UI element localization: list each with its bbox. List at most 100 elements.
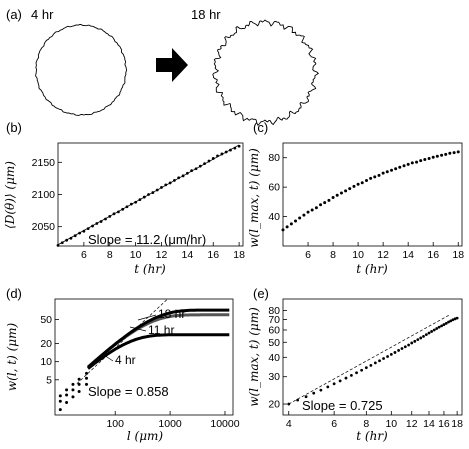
y-tick-label: 2150 [32, 157, 56, 169]
data-point [435, 154, 439, 158]
colony-contour-4hr [35, 24, 128, 116]
plot-d-frame [54, 298, 234, 416]
x-tick-label: 8 [363, 418, 369, 430]
y-tick-label: 80 [268, 152, 280, 164]
data-point [294, 219, 298, 223]
data-point [398, 165, 402, 169]
data-point [440, 153, 444, 157]
y-tick-label: 70 [268, 314, 280, 326]
data-point [449, 319, 453, 323]
y-tick-label: 20 [40, 338, 52, 350]
x-tick-label: 14 [423, 418, 435, 430]
slope-guide-line [76, 298, 168, 384]
data-point [129, 202, 133, 206]
arrow-icon [156, 48, 188, 82]
y-tick-label: 20 [268, 399, 280, 411]
x-tick-label: 12 [377, 249, 389, 261]
data-point [382, 357, 385, 360]
data-point [60, 241, 64, 245]
plot-e-slope-annotation: Slope = 0.725 [302, 398, 383, 413]
x-tick-label: 12 [156, 249, 168, 261]
data-point [117, 210, 120, 214]
data-point [177, 176, 181, 180]
data-point [381, 171, 385, 175]
plot-d-slope-annotation: Slope = 0.858 [88, 384, 169, 399]
data-point [360, 368, 364, 372]
data-point [419, 159, 423, 163]
data-point [155, 188, 159, 192]
data-point [233, 146, 237, 150]
data-point [339, 191, 343, 195]
data-point [73, 234, 77, 238]
data-point [85, 371, 89, 375]
data-point [416, 338, 420, 342]
data-point [147, 193, 150, 196]
data-point [95, 222, 99, 225]
plot-e-xlabel: t (hr) [356, 429, 388, 443]
data-point [448, 151, 452, 155]
x-tick-label: 18 [451, 418, 463, 430]
data-point [373, 175, 377, 179]
plot-c-xlabel: t (hr) [356, 262, 388, 276]
data-point [125, 205, 129, 209]
data-point [423, 157, 427, 161]
data-point [287, 402, 291, 406]
plot-e-ylabel: w(l_max, t) (μm) [247, 307, 261, 407]
x-tick-label: 12 [406, 418, 418, 430]
data-point [71, 382, 75, 386]
data-point [378, 359, 381, 363]
data-point [427, 331, 431, 335]
data-point [390, 168, 394, 172]
data-point [364, 366, 368, 370]
data-point [207, 159, 211, 163]
data-point [452, 151, 456, 155]
x-tick-label: 16 [427, 249, 439, 261]
data-point [65, 393, 69, 397]
data-point [289, 222, 293, 226]
time-label-18hr: 18 hr [191, 7, 221, 22]
data-point [194, 167, 198, 171]
x-tick-label: 18 [452, 249, 464, 261]
data-point [164, 183, 168, 187]
data-point [456, 150, 460, 154]
data-point [455, 316, 459, 320]
data-point [364, 179, 368, 183]
data-point [377, 173, 381, 177]
panel-b-label: (b) [6, 120, 22, 135]
leader-line [103, 354, 114, 362]
data-point [65, 388, 69, 392]
data-point [85, 376, 89, 380]
data-point [134, 200, 138, 204]
data-point [86, 227, 90, 231]
x-tick-label: 16 [207, 249, 219, 261]
data-point [160, 186, 163, 189]
x-tick-label: 4 [286, 418, 292, 430]
data-point [402, 164, 406, 168]
y-tick-label: 40 [268, 352, 280, 364]
y-tick-label: 5 [46, 374, 52, 386]
panel-c: (c) 6 8 10 12 14 16 18 40 60 80 t (hr) w(l_max, t… [247, 120, 464, 276]
data-point [356, 182, 360, 186]
plot-b-ylabel: ⟨D(θ)⟩ (μm) [3, 161, 17, 229]
x-tick-label: 6 [305, 249, 311, 261]
data-point [138, 198, 142, 202]
data-point [77, 389, 81, 393]
data-point [323, 201, 327, 205]
data-point [335, 193, 339, 197]
y-tick-label: 10 [40, 356, 52, 368]
plot-d-ylabel: w(l, t) (μm) [5, 323, 19, 392]
data-point [332, 382, 336, 386]
data-point [432, 328, 436, 332]
slope-guide-line [288, 314, 450, 405]
data-point [410, 341, 414, 345]
data-point [298, 216, 302, 220]
data-point [306, 210, 310, 214]
data-point [58, 399, 62, 403]
data-point [319, 203, 323, 207]
data-point [385, 170, 389, 174]
panel-a-label: (a) [6, 7, 22, 22]
data-point [410, 161, 414, 165]
